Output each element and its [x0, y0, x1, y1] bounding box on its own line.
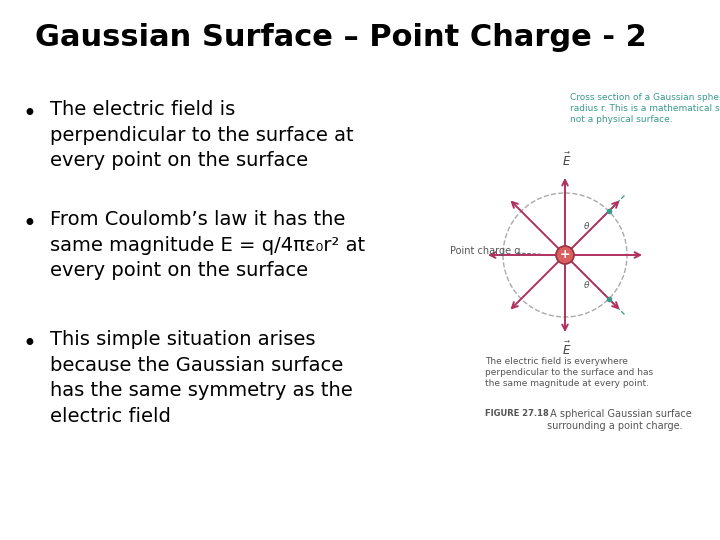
Text: $\vec{E}$: $\vec{E}$ — [562, 152, 572, 169]
Text: •: • — [22, 212, 36, 236]
Text: •: • — [22, 332, 36, 356]
Text: Point charge q: Point charge q — [450, 246, 521, 256]
Text: $\theta$: $\theta$ — [583, 279, 590, 290]
Text: The electric field is everywhere
perpendicular to the surface and has
the same m: The electric field is everywhere perpend… — [485, 357, 653, 388]
Text: The electric field is
perpendicular to the surface at
every point on the surface: The electric field is perpendicular to t… — [50, 100, 354, 171]
Text: $\theta$: $\theta$ — [583, 220, 590, 231]
Text: This simple situation arises
because the Gaussian surface
has the same symmetry : This simple situation arises because the… — [50, 330, 353, 426]
Text: FIGURE 27.18: FIGURE 27.18 — [485, 409, 549, 418]
Text: Cross section of a Gaussian sphere of
radius r. This is a mathematical surface,
: Cross section of a Gaussian sphere of ra… — [570, 93, 720, 124]
Circle shape — [556, 246, 574, 264]
Text: From Coulomb’s law it has the
same magnitude E = q/4πε₀r² at
every point on the : From Coulomb’s law it has the same magni… — [50, 210, 365, 280]
Text: $\vec{E}$: $\vec{E}$ — [562, 341, 572, 358]
Text: Gaussian Surface – Point Charge - 2: Gaussian Surface – Point Charge - 2 — [35, 24, 647, 52]
Text: •: • — [22, 102, 36, 126]
Text: A spherical Gaussian surface
surrounding a point charge.: A spherical Gaussian surface surrounding… — [547, 409, 692, 431]
Text: +: + — [559, 248, 570, 261]
